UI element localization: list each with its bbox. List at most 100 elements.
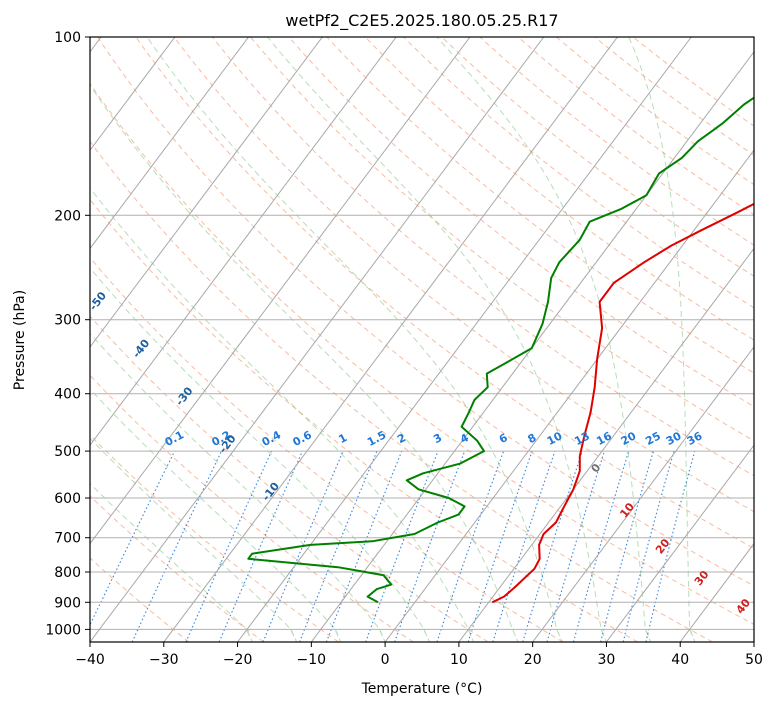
dry-adiabat-label: -10: [260, 479, 283, 503]
isotherm-line: [679, 542, 754, 642]
mixing-ratio-label: 16: [594, 429, 614, 448]
mixing-ratio-line: [436, 450, 505, 642]
mixing-ratio-line: [467, 450, 533, 642]
mixing-ratio-label: 0.1: [163, 428, 186, 449]
mixing-ratio-line: [299, 450, 378, 642]
dry-adiabat-line: [97, 37, 754, 587]
mixing-ratio-label: 1: [336, 431, 349, 446]
dry-adiabat-line: [90, 198, 639, 642]
y-tick-label: 500: [54, 444, 81, 460]
x-tick-label: 40: [671, 652, 689, 668]
x-tick-label: −20: [223, 652, 253, 668]
dry-adiabat-label: -40: [130, 337, 153, 361]
y-tick-label: 100: [54, 30, 81, 46]
isotherm-line: [90, 37, 176, 152]
isotherm-line: [384, 149, 754, 642]
x-tick-label: −10: [297, 652, 327, 668]
y-tick-label: 600: [54, 491, 81, 507]
temperature-profile-line: [491, 202, 754, 604]
isotherm-line: [310, 50, 754, 642]
moist-adiabat-line: [628, 37, 696, 642]
dry-adiabat-line: [517, 37, 754, 216]
moist-adiabat-line: [90, 437, 298, 642]
x-tick-label: 20: [524, 652, 542, 668]
y-tick-label: 200: [54, 208, 81, 224]
moist-adiabat-line: [90, 84, 519, 642]
moist-adiabat-line: [90, 388, 342, 642]
mixing-ratio-label: 36: [685, 429, 705, 448]
moist-adiabat-line: [90, 332, 386, 642]
y-tick-label: 700: [54, 531, 81, 547]
y-axis: 100 200 300 400 500 600 700 800 900 1000: [45, 30, 90, 638]
mixing-ratio-line: [572, 450, 630, 642]
mixing-ratio-line: [394, 450, 466, 642]
isotherm-line: [458, 247, 754, 642]
mixing-ratio-label: 13: [572, 429, 592, 448]
moist-adiabat-label: 30: [692, 568, 712, 588]
x-tick-label: 10: [450, 652, 468, 668]
dry-adiabat-label: -70: [0, 194, 23, 218]
moist-adiabat-line: [146, 37, 563, 642]
dry-adiabat-line: [288, 37, 754, 408]
mixing-ratio-label: 25: [643, 429, 663, 448]
moist-adiabat-line: [90, 187, 475, 642]
dry-adiabat-line: [90, 374, 414, 642]
moist-adiabat-label: 0: [589, 461, 604, 475]
mixing-ratio-line: [325, 450, 403, 642]
dry-adiabat-line: [250, 37, 754, 442]
isotherm-line: [606, 444, 754, 642]
dry-adiabat-line: [135, 37, 754, 549]
dry-adiabat-label: -30: [173, 384, 196, 408]
mixing-ratio-label: 8: [526, 431, 539, 446]
mixing-ratio-line: [622, 450, 675, 642]
mixing-ratio-label: 2: [395, 431, 408, 446]
dry-adiabat-line: [479, 37, 754, 246]
dry-adiabat-line: [90, 557, 190, 642]
mixing-ratio-label: 10: [545, 429, 565, 448]
dry-adiabat-line: [403, 37, 754, 309]
isotherm-line: [163, 37, 618, 642]
dry-adiabat-label: -60: [43, 241, 66, 265]
x-tick-label: −30: [149, 652, 179, 668]
dry-adiabat-line: [90, 495, 264, 642]
mixing-ratio-label: 30: [664, 429, 684, 448]
x-axis-label: Temperature (°C): [361, 681, 483, 697]
mixing-ratio-line: [546, 450, 605, 642]
isotherm-line: [753, 641, 754, 642]
dry-adiabat-line: [90, 434, 339, 642]
y-tick-label: 1000: [45, 622, 81, 638]
y-tick-label: 400: [54, 387, 81, 403]
mixing-ratio-line: [90, 450, 176, 627]
mixing-ratio-label: 0.4: [260, 428, 284, 449]
x-axis: −40 −30 −20 −10 0 10 20 30 40 50: [75, 642, 763, 668]
moist-adiabat-line: [267, 37, 607, 642]
isotherm-line: [90, 37, 250, 250]
mixing-ratio-line: [185, 450, 273, 642]
dry-adiabat-line: [556, 37, 754, 186]
mixing-ratio-line: [365, 450, 439, 642]
x-tick-label: 0: [381, 652, 390, 668]
dry-adiabat-line: [90, 256, 564, 642]
mixing-ratio-line: [131, 450, 222, 642]
x-tick-label: −40: [75, 652, 105, 668]
chart-title: wetPf2_C2E5.2025.180.05.25.R17: [285, 11, 558, 31]
mixing-ratio-label: 3: [431, 431, 444, 446]
moist-adiabat-label: 40: [733, 596, 753, 616]
x-tick-label: 50: [745, 652, 763, 668]
x-tick-label: 30: [597, 652, 615, 668]
y-tick-label: 900: [54, 595, 81, 611]
line-labels: 0.10.20.40.611.52346810131620253036-100-…: [0, 194, 753, 616]
isotherm-line: [90, 37, 397, 447]
moist-adiabat-line: [436, 37, 652, 642]
isotherm-line: [237, 37, 692, 642]
dry-adiabat-line: [594, 37, 754, 156]
isotherm-line: [90, 37, 545, 642]
dry-adiabat-line: [90, 140, 713, 642]
mixing-ratio-label: 6: [497, 431, 510, 446]
dry-adiabat-line: [441, 37, 754, 277]
mixing-ratio-line: [522, 450, 583, 642]
moist-adiabat-line: [90, 482, 253, 642]
mixing-ratio-line: [600, 450, 654, 642]
mixing-ratio-line: [492, 450, 556, 642]
